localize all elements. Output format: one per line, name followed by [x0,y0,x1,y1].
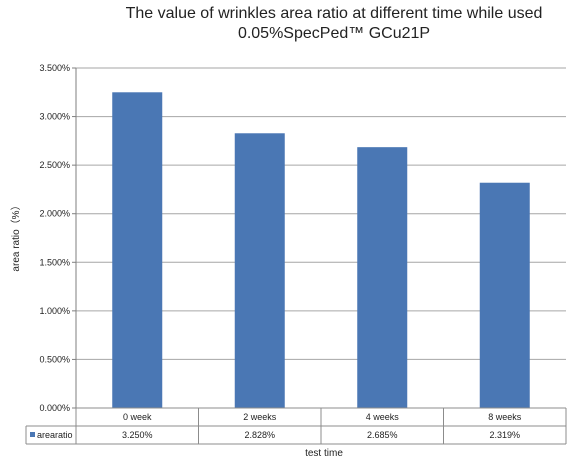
y-tick-label: 1.500% [39,257,70,267]
chart-title-line-2: 0.05%SpecPed™ GCu21P [237,25,431,42]
legend-label: arearatio [37,430,73,440]
data-label: 2.828% [244,430,275,440]
y-tick-label: 1.000% [39,306,70,316]
y-tick-label: 3.500% [39,63,70,73]
data-label: 3.250% [122,430,153,440]
x-category-label: 0 week [123,412,152,422]
y-tick-label: 0.500% [39,354,70,364]
bar [357,147,408,408]
y-axis-label: area ratio（%） [10,200,22,271]
legend-swatch [30,432,35,437]
y-tick-label: 2.000% [39,209,70,219]
x-category-label: 4 weeks [366,412,400,422]
chart-title: The value of wrinkles area ratio at diff… [96,4,572,44]
bar [479,182,530,408]
y-tick-label: 2.500% [39,160,70,170]
chart-title-line-1: The value of wrinkles area ratio at diff… [125,5,543,22]
data-label: 2.685% [367,430,398,440]
bar [112,92,163,409]
bar [234,133,285,408]
x-category-label: 8 weeks [488,412,522,422]
x-category-label: 2 weeks [243,412,277,422]
data-label: 2.319% [489,430,520,440]
x-axis-label: test time [305,448,343,459]
y-tick-label: 3.000% [39,112,70,122]
y-tick-label: 0.000% [39,403,70,413]
